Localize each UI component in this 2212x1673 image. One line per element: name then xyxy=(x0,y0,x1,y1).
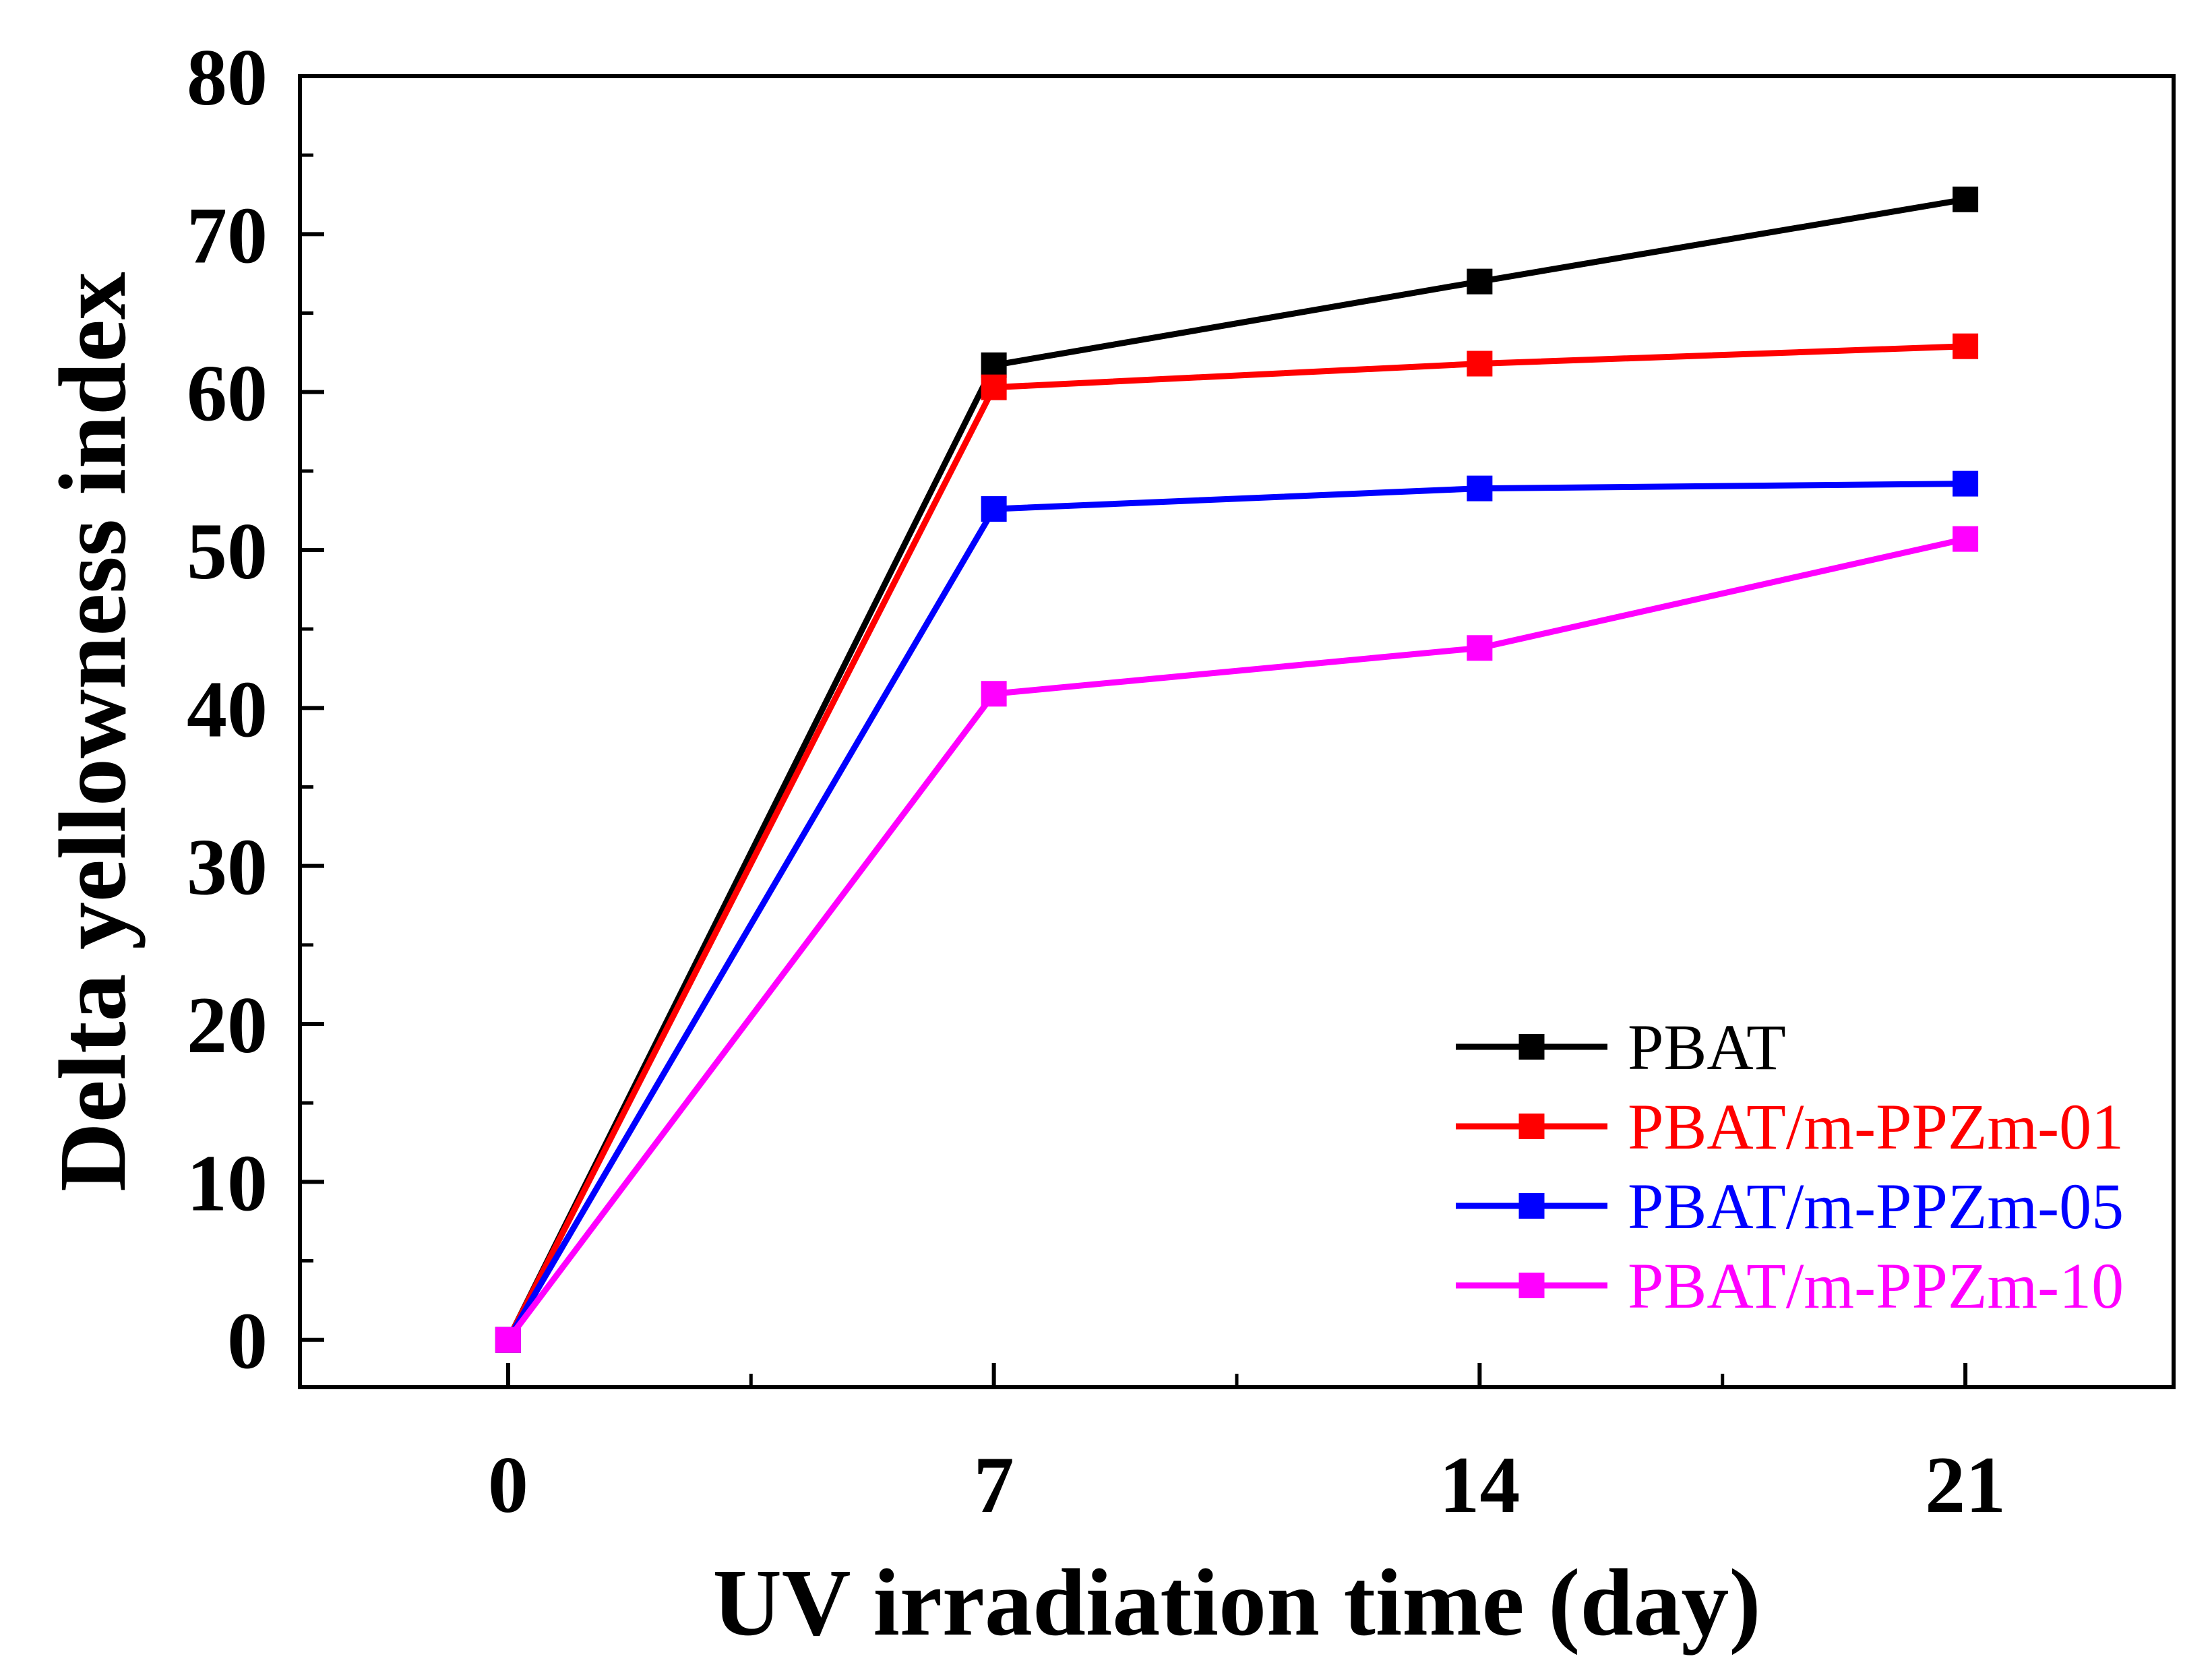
y-tick-label: 70 xyxy=(187,190,268,280)
legend-swatch-marker xyxy=(1518,1193,1545,1219)
y-tick-label: 0 xyxy=(227,1296,268,1386)
legend-swatch-marker xyxy=(1518,1034,1545,1060)
y-tick-label: 30 xyxy=(187,822,268,912)
x-tick-label: 21 xyxy=(1925,1440,2006,1529)
data-point xyxy=(1953,526,1979,552)
legend-item: PBAT xyxy=(1456,1011,1786,1083)
series-line xyxy=(505,536,1967,1342)
data-point xyxy=(1953,186,1979,212)
y-axis-title: Delta yellowness index xyxy=(39,272,146,1192)
series-PBAT/m-PPZm-01 xyxy=(495,333,1979,1353)
y-tick-label: 60 xyxy=(187,348,268,438)
y-tick-label: 20 xyxy=(187,980,268,1070)
data-point xyxy=(495,1327,521,1353)
legend-item: PBAT/m-PPZm-01 xyxy=(1456,1091,2124,1163)
plot-frame xyxy=(298,74,2176,1389)
data-point xyxy=(1467,635,1493,661)
legend-item: PBAT/m-PPZm-05 xyxy=(1456,1170,2124,1242)
data-point xyxy=(981,681,1007,707)
y-tick-label: 40 xyxy=(187,664,268,754)
data-point xyxy=(981,374,1007,400)
legend-item: PBAT/m-PPZm-10 xyxy=(1456,1250,2124,1322)
series-layer xyxy=(495,186,1979,1353)
data-point xyxy=(1953,470,1979,497)
series-line xyxy=(505,481,1966,1341)
x-tick-label: 7 xyxy=(974,1440,1014,1529)
legend-swatch-marker xyxy=(1518,1114,1545,1139)
legend-swatch-marker xyxy=(1518,1273,1545,1298)
series-PBAT/m-PPZm-10 xyxy=(495,526,1979,1353)
x-axis-title: UV irradiation time (day) xyxy=(712,1549,1760,1655)
legend-label: PBAT/m-PPZm-01 xyxy=(1628,1091,2124,1163)
x-tick-label: 14 xyxy=(1439,1440,1520,1529)
x-tick-label: 0 xyxy=(488,1440,528,1529)
data-point xyxy=(1467,351,1493,377)
y-tick-label: 10 xyxy=(187,1138,268,1227)
ticks-layer: 0 10 20 30 40 50 60 70 80 0 7 14 21 xyxy=(187,32,2006,1529)
data-point xyxy=(981,496,1007,522)
legend-label: PBAT xyxy=(1628,1011,1786,1083)
y-tick-label: 50 xyxy=(187,506,268,596)
series-line xyxy=(505,196,1966,1341)
legend-label: PBAT/m-PPZm-10 xyxy=(1628,1250,2124,1322)
series-line xyxy=(505,343,1966,1341)
data-point xyxy=(1467,268,1493,295)
data-point xyxy=(981,352,1007,378)
data-point xyxy=(1953,333,1979,359)
data-point xyxy=(1467,475,1493,501)
legend-label: PBAT/m-PPZm-05 xyxy=(1628,1170,2124,1242)
y-tick-label: 80 xyxy=(187,32,268,122)
